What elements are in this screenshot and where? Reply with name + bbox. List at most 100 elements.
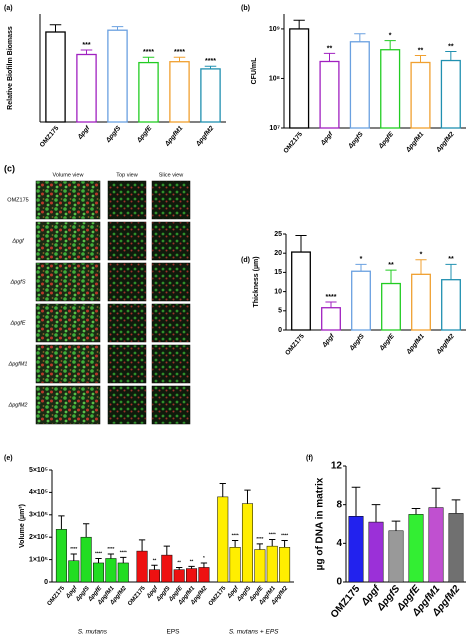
bar <box>291 251 311 331</box>
microscopy-image <box>151 180 191 220</box>
microscopy-image <box>35 303 101 343</box>
bar <box>186 568 198 583</box>
y-axis-label: Thickness (µm) <box>253 256 260 307</box>
error-bar <box>256 543 264 550</box>
row-label: ΔpgfM2 <box>8 402 28 408</box>
y-tick-label: 5 <box>278 308 282 315</box>
bar <box>321 307 341 331</box>
microscopy-image <box>107 221 147 261</box>
y-tick-label: 25 <box>274 231 282 238</box>
bar <box>169 61 190 123</box>
bar <box>107 29 128 123</box>
microscopy-image <box>35 385 101 425</box>
y-tick-label: 10⁷ <box>269 125 280 132</box>
microscopy-image <box>35 180 101 220</box>
x-tick-label: ΔpgfE <box>377 130 396 150</box>
microscopy-image <box>35 344 101 384</box>
significance-label: ** <box>153 557 157 562</box>
error-bar <box>414 55 427 63</box>
error-bar <box>111 26 124 31</box>
microscopy-image <box>107 262 147 302</box>
x-tick-label: OMZ175 <box>39 125 61 149</box>
error-bar <box>163 545 170 556</box>
x-tick-label: OMZ175 <box>47 585 67 607</box>
bar <box>173 569 185 583</box>
y-tick-label: 3×10⁵ <box>29 512 48 519</box>
error-bar <box>451 499 461 514</box>
error-bar <box>231 540 239 548</box>
bar <box>279 547 291 583</box>
microscopy-image <box>151 221 191 261</box>
error-bar <box>384 40 396 50</box>
significance-label: * <box>389 32 392 39</box>
x-tick-label: ΔpgfE <box>378 332 397 352</box>
bar <box>381 282 401 331</box>
bar <box>254 549 266 583</box>
significance-label: * <box>360 256 363 263</box>
y-tick-label: 10 <box>274 288 282 295</box>
bar <box>138 61 159 123</box>
bar <box>229 547 241 583</box>
bar <box>76 53 97 123</box>
error-bar <box>411 508 421 515</box>
row-label: ΔpgfM1 <box>8 361 28 367</box>
error-bar <box>151 564 158 570</box>
significance-label: **** <box>143 49 154 56</box>
x-tick-label: ΔpgfS <box>348 332 367 352</box>
bar <box>388 530 404 583</box>
error-bar <box>385 269 397 284</box>
error-bar <box>371 504 381 523</box>
row-label: ΔpgfE <box>9 320 25 326</box>
x-tick-label: ΔpgfM1 <box>404 131 425 155</box>
panel-label: (e) <box>4 455 13 462</box>
bar <box>200 68 221 123</box>
significance-label: **** <box>256 536 263 541</box>
error-bar <box>323 52 336 62</box>
error-bar <box>445 51 457 61</box>
significance-label: **** <box>326 294 337 301</box>
bar <box>241 503 253 583</box>
error-bar <box>415 259 427 275</box>
bar <box>117 562 129 583</box>
x-tick-label: ΔpgfM2 <box>194 125 215 149</box>
error-bar <box>188 565 195 569</box>
significance-label: ** <box>177 560 181 565</box>
x-tick-label: ΔpgfS <box>347 130 366 150</box>
x-tick-label: Δpgf <box>319 130 335 147</box>
significance-label: **** <box>281 533 288 538</box>
significance-label: ** <box>418 47 424 54</box>
bar <box>428 507 444 583</box>
y-tick-label: 10⁸ <box>269 75 280 82</box>
error-bar <box>138 539 146 552</box>
bar <box>448 513 464 583</box>
bar <box>410 61 431 129</box>
column-header: Slice view <box>159 172 183 178</box>
error-bar <box>325 301 337 308</box>
error-bar <box>351 486 361 517</box>
y-tick-label: 2×10⁵ <box>29 534 48 541</box>
error-bar <box>281 540 288 548</box>
significance-label: **** <box>174 49 185 56</box>
significance-label: *** <box>82 42 90 49</box>
bar <box>349 41 370 129</box>
group-label: S. mutans + EPS <box>229 629 279 636</box>
row-label: Δpgf <box>11 238 24 244</box>
panel-label: (c) <box>4 163 15 173</box>
error-bar <box>120 556 127 563</box>
error-bar <box>355 263 367 272</box>
error-bar <box>219 482 226 497</box>
error-bar <box>176 566 183 570</box>
bar <box>198 567 210 583</box>
significance-label: * <box>203 555 205 560</box>
x-tick-label: OMZ175 <box>329 583 363 620</box>
y-axis-label: Relative Biofilm Biomass <box>7 26 14 110</box>
error-bar <box>200 562 208 568</box>
y-tick-label: 10⁹ <box>269 26 280 33</box>
bar <box>441 279 461 331</box>
significance-label: **** <box>70 546 77 551</box>
bar <box>217 496 229 583</box>
microscopy-image <box>35 221 101 261</box>
microscopy-image <box>151 303 191 343</box>
y-axis-label: Volume (µm³) <box>19 504 26 548</box>
bar <box>368 521 384 583</box>
